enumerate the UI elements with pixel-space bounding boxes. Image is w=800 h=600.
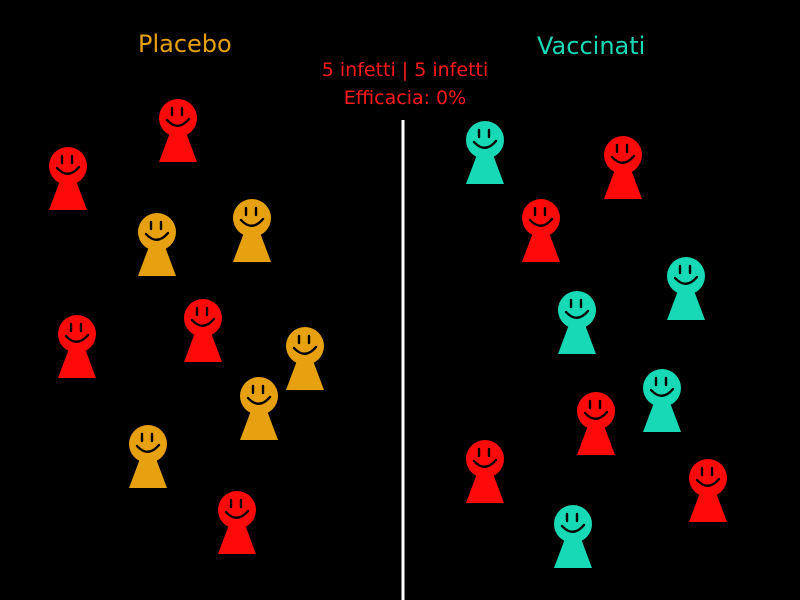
person-head (554, 505, 592, 543)
person-body (558, 322, 596, 354)
person-head (689, 459, 727, 497)
person-body (233, 230, 271, 262)
person-body (218, 522, 256, 554)
stats-panel: 5 infetti | 5 infetti Efficacia: 0% (300, 56, 510, 112)
person-smile (583, 410, 609, 420)
person-head (466, 440, 504, 478)
person-head (522, 199, 560, 237)
placebo-people (49, 99, 324, 554)
person-smile (64, 333, 90, 343)
infected-person (218, 491, 256, 554)
infected-person (604, 136, 642, 199)
efficacy-text: Efficacia: 0% (343, 87, 467, 109)
person-head (286, 327, 324, 365)
person-body (138, 244, 176, 276)
placebo-group-title: Placebo (138, 30, 232, 58)
infected-person (466, 440, 504, 503)
healthy-person (233, 199, 271, 262)
person-body (240, 408, 278, 440)
person-smile (649, 387, 675, 397)
healthy-person (466, 121, 504, 184)
person-body (159, 130, 197, 162)
person-body (667, 288, 705, 320)
person-smile (190, 317, 216, 327)
person-head (58, 315, 96, 353)
person-body (58, 346, 96, 378)
person-smile (695, 477, 721, 487)
healthy-person (240, 377, 278, 440)
person-body (466, 152, 504, 184)
infected-person (49, 147, 87, 210)
infected-person (58, 315, 96, 378)
infected-person (159, 99, 197, 162)
healthy-person (286, 327, 324, 390)
person-head (129, 425, 167, 463)
person-body (689, 490, 727, 522)
person-smile (564, 309, 590, 319)
infected-person (184, 299, 222, 362)
person-head (159, 99, 197, 137)
healthy-person (138, 213, 176, 276)
healthy-person (558, 291, 596, 354)
person-body (184, 330, 222, 362)
person-head (466, 121, 504, 159)
person-body (286, 358, 324, 390)
person-smile (292, 345, 318, 355)
person-body (466, 471, 504, 503)
person-head (138, 213, 176, 251)
person-smile (55, 165, 81, 175)
person-head (233, 199, 271, 237)
infected-person (577, 392, 615, 455)
person-smile (560, 523, 586, 533)
person-smile (246, 395, 272, 405)
person-head (218, 491, 256, 529)
person-head (604, 136, 642, 174)
vaccinati-group-title: Vaccinati (537, 32, 646, 60)
person-body (554, 536, 592, 568)
person-head (558, 291, 596, 329)
infected-person (522, 199, 560, 262)
person-head (643, 369, 681, 407)
person-body (577, 423, 615, 455)
person-smile (135, 443, 161, 453)
person-head (49, 147, 87, 185)
person-head (577, 392, 615, 430)
healthy-person (129, 425, 167, 488)
person-head (667, 257, 705, 295)
healthy-person (667, 257, 705, 320)
person-body (604, 167, 642, 199)
person-head (184, 299, 222, 337)
infected-person (689, 459, 727, 522)
person-smile (224, 509, 250, 519)
person-body (522, 230, 560, 262)
vaccinati-people (466, 121, 727, 568)
person-smile (610, 154, 636, 164)
person-body (129, 456, 167, 488)
person-body (49, 178, 87, 210)
person-smile (144, 231, 170, 241)
person-smile (472, 458, 498, 468)
person-smile (165, 117, 191, 127)
person-smile (472, 139, 498, 149)
person-smile (673, 275, 699, 285)
healthy-person (643, 369, 681, 432)
person-body (643, 400, 681, 432)
healthy-person (554, 505, 592, 568)
person-smile (239, 217, 265, 227)
infected-count-text: 5 infetti | 5 infetti (321, 59, 489, 81)
person-smile (528, 217, 554, 227)
person-head (240, 377, 278, 415)
